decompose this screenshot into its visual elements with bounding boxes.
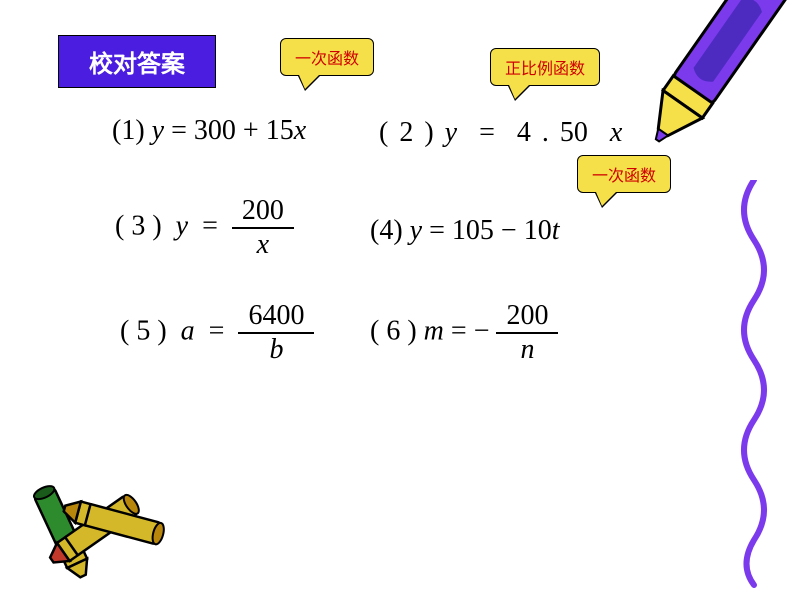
numerator: 6400 <box>238 300 314 334</box>
fraction: 200 x <box>232 195 294 261</box>
denominator: n <box>496 334 558 366</box>
equation-4: (4) y = 105 − 10t <box>370 215 559 247</box>
crayon-top-right-icon <box>624 0 794 190</box>
denominator: b <box>238 334 314 366</box>
eq-label: ( 5 ) <box>120 315 167 346</box>
callout-proportional: 正比例函数 <box>490 48 600 86</box>
equation-3: ( 3 ) y = 200 x <box>115 195 294 261</box>
equation-1: (1) y = 300 + 15x <box>112 115 306 147</box>
wavy-line-icon <box>724 180 784 590</box>
eq-var: a <box>181 315 195 346</box>
eq-label: (1) <box>112 115 145 146</box>
denominator: x <box>232 229 294 261</box>
crayons-bottom-left-icon <box>15 456 185 586</box>
fraction: 200 n <box>496 300 558 366</box>
callout-text: 正比例函数 <box>505 61 585 78</box>
eq-neg: − <box>474 315 490 346</box>
eq-var: y <box>176 210 188 241</box>
eq-label: ( 2 ) <box>379 117 434 148</box>
equation-5: ( 5 ) a = 6400 b <box>120 300 314 366</box>
fraction: 6400 b <box>238 300 314 366</box>
eq-label: ( 3 ) <box>115 210 162 241</box>
numerator: 200 <box>232 195 294 229</box>
title-text: 校对答案 <box>89 51 185 78</box>
answer-title: 校对答案 <box>58 35 216 88</box>
eq-var: m <box>424 315 444 346</box>
numerator: 200 <box>496 300 558 334</box>
equation-2: ( 2 ) y = 4 . 50 x <box>379 117 622 149</box>
callout-linear-1: 一次函数 <box>280 38 374 76</box>
equation-6: ( 6 ) m = − 200 n <box>370 300 558 366</box>
eq-label: ( 6 ) <box>370 315 417 346</box>
callout-text: 一次函数 <box>295 51 359 68</box>
eq-label: (4) <box>370 215 403 246</box>
